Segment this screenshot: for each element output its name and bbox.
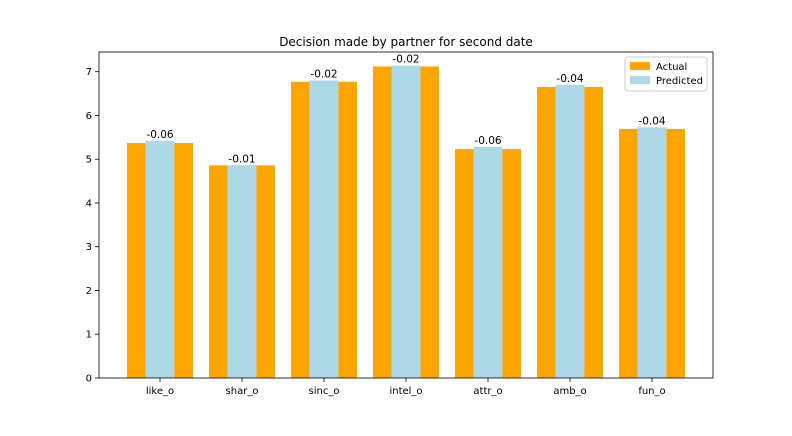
bar-predicted	[637, 127, 667, 378]
x-tick-label: attr_o	[473, 386, 502, 397]
bar-annotation: -0.02	[392, 54, 419, 66]
bar-annotation: -0.06	[146, 129, 173, 141]
bar-predicted	[555, 84, 585, 379]
bar-predicted	[309, 80, 339, 378]
legend-label: Predicted	[656, 76, 703, 87]
y-tick-label: 4	[86, 198, 92, 209]
bar-annotation: -0.01	[228, 153, 255, 165]
x-tick-label: amb_o	[553, 386, 586, 397]
x-tick-label: sinc_o	[309, 386, 340, 397]
legend-swatch	[630, 62, 650, 70]
bar-predicted	[391, 65, 421, 379]
y-tick-label: 0	[86, 374, 92, 385]
plot-frame	[98, 51, 714, 379]
y-tick-label: 6	[86, 111, 92, 122]
bar-predicted	[227, 165, 257, 378]
x-tick-label: like_o	[146, 386, 174, 397]
legend: Actual Predicted	[624, 56, 708, 92]
legend-label: Actual	[656, 62, 687, 73]
y-tick-label: 3	[86, 242, 92, 253]
bar-annotation: -0.04	[556, 73, 583, 85]
bar-annotation: -0.04	[638, 115, 665, 127]
x-tick-label: shar_o	[226, 386, 259, 397]
x-tick-label: intel_o	[389, 386, 422, 397]
legend-swatch	[630, 76, 650, 84]
y-tick-label: 7	[86, 67, 92, 78]
bar-annotation: -0.06	[474, 135, 501, 147]
y-tick-label: 5	[86, 155, 92, 166]
bar-predicted	[145, 140, 175, 378]
x-tick-label: fun_o	[638, 386, 665, 397]
y-tick-label: 2	[86, 286, 92, 297]
chart-title: Decision made by partner for second date	[279, 35, 533, 49]
bar-annotation: -0.02	[310, 68, 337, 80]
y-tick-label: 1	[86, 330, 92, 341]
plot-area: -0.06 like_o -0.01 shar_o -0.02 sinc_o -0.02 in…	[86, 51, 714, 397]
bar-predicted	[473, 146, 503, 378]
